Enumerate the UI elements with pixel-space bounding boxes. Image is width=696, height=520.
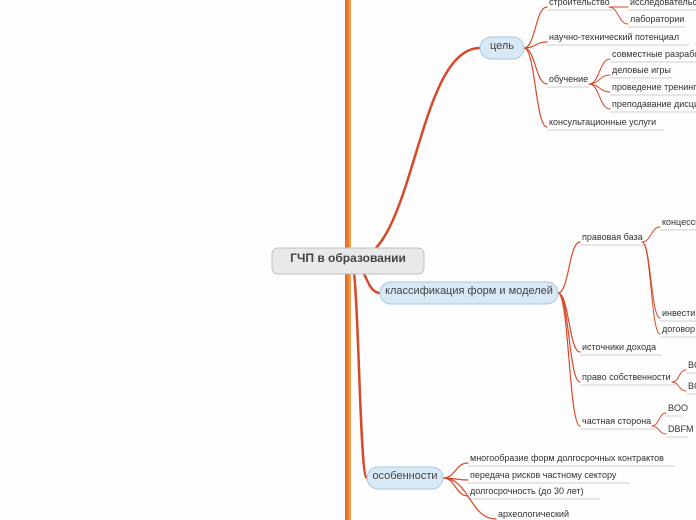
node-class-label: классификация форм и моделей <box>385 285 553 297</box>
features-child-2: долгосрочность (до 30 лет) <box>470 486 584 496</box>
goal-child-1: научно-технический потенциал <box>549 32 679 42</box>
goal-child-0: строительство <box>549 0 610 7</box>
goal-child-0-sub-0: исследовательские а <box>630 0 696 7</box>
class-child-2: право собственности <box>582 372 671 382</box>
class-child-0-sub-2: договор ар <box>662 324 696 334</box>
goal-child-3: консультационные услуги <box>549 117 656 127</box>
class-child-3-sub-0: BOO <box>668 403 688 413</box>
class-child-0-sub-0: концессия <box>662 217 696 227</box>
node-goal-label: цель <box>490 40 514 52</box>
goal-child-2-sub-1: деловые игры <box>612 65 671 75</box>
features-child-1: передача рисков частному сектору <box>470 470 617 480</box>
goal-child-2-sub-2: проведение тренингов <box>612 82 696 92</box>
class-child-2-sub-0: BOС <box>688 360 696 370</box>
class-child-3-sub-1: DBFM <box>668 424 694 434</box>
class-child-2-sub-1: BOT <box>688 381 696 391</box>
features-child-0: многообразие форм долгосрочных контракто… <box>470 453 664 463</box>
goal-child-0-sub-1: лаборатории <box>630 14 684 24</box>
class-child-0-sub-1: инвестици <box>662 308 696 318</box>
node-goal: цель <box>480 37 524 59</box>
class-child-0: правовая база <box>582 232 643 242</box>
root-node-label: ГЧП в образовании <box>290 251 406 265</box>
root-node: ГЧП в образовании <box>272 248 424 274</box>
goal-child-2: обучение <box>549 74 588 84</box>
node-features: особенности <box>367 467 443 489</box>
class-child-1: источники дохода <box>582 342 656 352</box>
goal-child-2-sub-0: совместные разработки и <box>612 49 696 59</box>
node-class: классификация форм и моделей <box>380 282 558 304</box>
class-child-3: частная сторона <box>582 416 651 426</box>
features-child-3: археологический <box>498 509 569 519</box>
node-features-label: особенности <box>372 470 437 482</box>
goal-child-2-sub-3: преподавание дисципли <box>612 99 696 109</box>
